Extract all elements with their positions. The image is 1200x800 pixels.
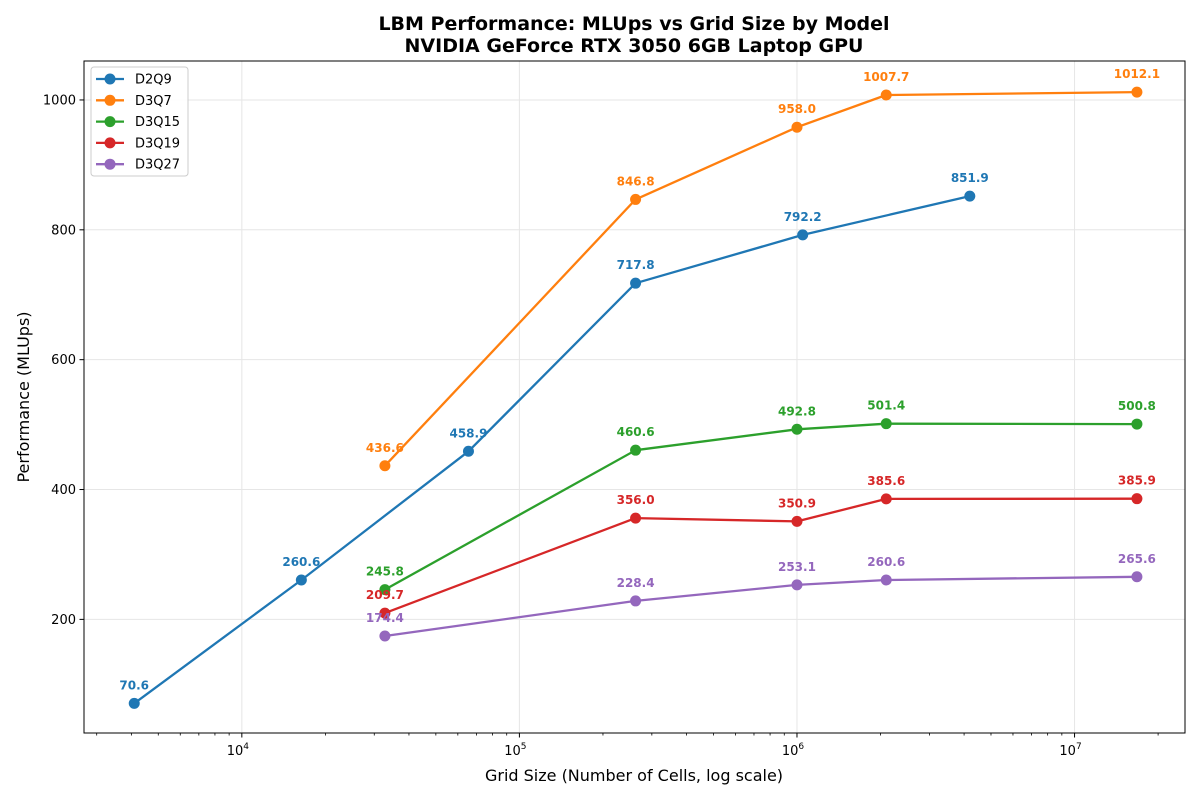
data-label: 385.9: [1118, 474, 1156, 488]
data-label: 385.6: [867, 474, 905, 488]
data-label: 265.6: [1118, 552, 1156, 566]
y-tick-label: 600: [51, 353, 76, 368]
x-tick-exponent: 5: [521, 742, 527, 752]
legend-marker: [104, 158, 116, 170]
x-tick-base: 10: [504, 744, 521, 759]
data-label: 70.6: [119, 678, 149, 692]
y-tick-label: 200: [51, 613, 76, 628]
data-label: 174.4: [366, 611, 404, 625]
x-tick-base: 10: [227, 744, 244, 759]
data-point-d3q27: [880, 574, 892, 586]
data-label: 717.8: [617, 258, 655, 272]
data-point-d3q19: [379, 607, 391, 619]
legend-label: D3Q27: [135, 158, 180, 173]
data-label: 1012.1: [1114, 67, 1160, 81]
data-point-d2q9: [128, 697, 140, 709]
data-label: 260.6: [867, 555, 905, 569]
data-label: 460.6: [617, 425, 655, 439]
data-point-d3q15: [630, 444, 642, 456]
data-label: 436.6: [366, 441, 404, 455]
data-label: 846.8: [617, 174, 655, 188]
series-line-d2q9: [133, 194, 971, 705]
data-point-d3q15: [379, 584, 391, 596]
data-point-d3q27: [630, 595, 642, 607]
series-line-d3q19: [384, 497, 1137, 615]
legend-label: D2Q9: [135, 73, 172, 88]
data-point-d2q9: [964, 190, 976, 202]
series-line-d3q15: [384, 422, 1137, 591]
x-axis-ticks: 104 105 106 107: [96, 733, 1159, 759]
data-point-d3q19: [880, 493, 892, 505]
data-labels-layer: 70.6 260.6 458.9 717.8 792.2 851.9 436.6 846.8 9…: [119, 67, 1160, 692]
data-label: 500.8: [1118, 399, 1156, 413]
data-label: 350.9: [778, 496, 816, 510]
x-tick-label: 104: [227, 742, 250, 759]
data-label: 851.9: [951, 171, 989, 185]
data-label: 228.4: [617, 576, 655, 590]
data-label: 1007.7: [863, 70, 909, 84]
data-point-d2q9: [630, 277, 642, 289]
data-label: 209.7: [366, 588, 404, 602]
x-tick-label: 107: [1059, 742, 1081, 759]
data-label: 260.6: [282, 555, 320, 569]
legend-label: D3Q7: [135, 94, 172, 109]
data-label: 458.9: [449, 426, 487, 440]
data-point-d3q15: [880, 418, 892, 430]
x-tick-exponent: 6: [798, 742, 804, 752]
legend-frame: [90, 66, 189, 177]
legend-marker: [104, 137, 116, 149]
legend-label: D3Q19: [135, 136, 180, 151]
data-point-d3q7: [379, 460, 391, 472]
data-point-d3q7: [791, 121, 803, 133]
data-point-d2q9: [295, 574, 307, 586]
data-label: 356.0: [617, 493, 655, 507]
legend: D2Q9 D3Q7 D3Q15 D3Q19 D3Q27: [90, 66, 189, 177]
data-point-d2q9: [462, 445, 474, 457]
data-point-d3q27: [379, 630, 391, 642]
y-tick-label: 400: [51, 483, 76, 498]
legend-marker: [104, 73, 116, 85]
data-label: 245.8: [366, 565, 404, 579]
data-label: 792.2: [784, 210, 822, 224]
x-tick-label: 106: [782, 742, 805, 759]
y-tick-label: 800: [51, 223, 76, 238]
legend-marker: [104, 116, 116, 128]
legend-label: D3Q15: [135, 115, 180, 130]
data-label: 958.0: [778, 102, 816, 116]
series-line-d3q7: [384, 90, 1137, 467]
series-layer: [128, 86, 1143, 709]
x-tick-base: 10: [1059, 744, 1076, 759]
x-tick-exponent: 4: [243, 742, 249, 752]
legend-items: D2Q9 D3Q7 D3Q15 D3Q19 D3Q27: [96, 73, 180, 173]
data-point-d3q19: [791, 515, 803, 527]
y-axis-ticks: 200 400 600 800 1000: [43, 93, 84, 628]
x-tick-base: 10: [782, 744, 799, 759]
x-tick-exponent: 7: [1076, 742, 1082, 752]
x-tick-label: 105: [504, 742, 526, 759]
data-point-d3q7: [1131, 86, 1143, 98]
data-point-d3q19: [630, 512, 642, 524]
data-point-d3q27: [1131, 571, 1143, 583]
data-point-d3q15: [1131, 418, 1143, 430]
plot-area-frame: [83, 60, 1186, 734]
data-point-d2q9: [797, 229, 809, 241]
data-point-d3q7: [630, 193, 642, 205]
y-tick-label: 1000: [43, 93, 76, 108]
y-axis-label: Performance (MLUps): [14, 311, 33, 482]
data-label: 492.8: [778, 404, 816, 418]
data-label: 253.1: [778, 560, 816, 574]
data-point-d3q15: [791, 423, 803, 435]
chart-title: LBM Performance: MLUps vs Grid Size by M…: [378, 13, 889, 35]
chart-subtitle: NVIDIA GeForce RTX 3050 6GB Laptop GPU: [405, 35, 864, 57]
data-point-d3q27: [791, 579, 803, 591]
data-point-d3q7: [880, 89, 892, 101]
grid-layer: [84, 61, 1185, 733]
series-line-d3q27: [384, 575, 1137, 638]
x-axis-label: Grid Size (Number of Cells, log scale): [485, 766, 783, 785]
data-label: 501.4: [867, 399, 905, 413]
data-point-d3q19: [1131, 493, 1143, 505]
legend-marker: [104, 94, 116, 106]
